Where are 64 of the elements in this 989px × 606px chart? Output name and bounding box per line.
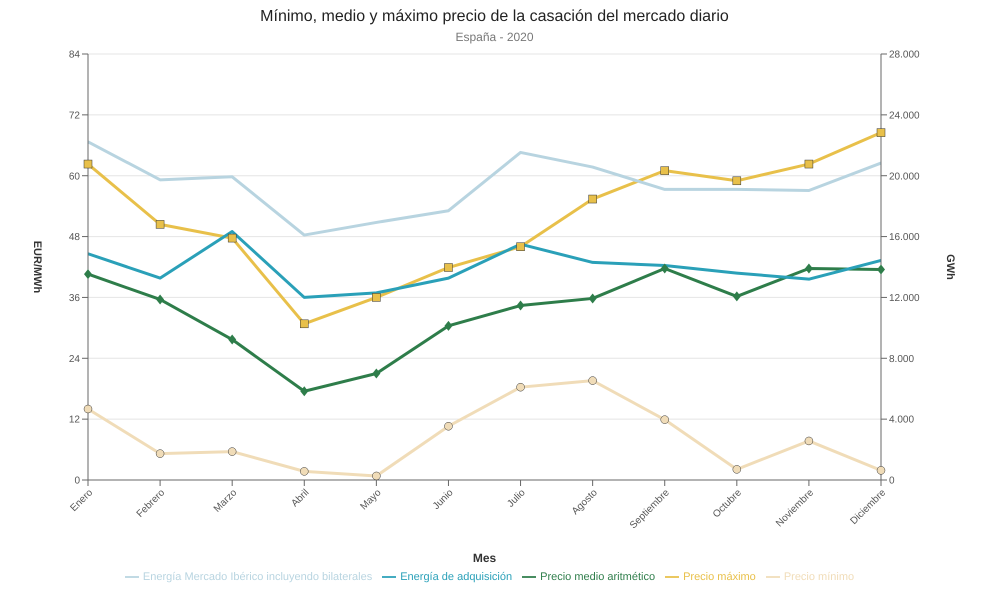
- point: [732, 176, 742, 186]
- point: [660, 415, 669, 424]
- point: [444, 320, 452, 331]
- point: [804, 160, 814, 168]
- legend-label: Precio mínimo: [784, 570, 854, 583]
- point: [877, 264, 885, 275]
- point: [588, 376, 597, 385]
- y2-tick-label: 28.000: [889, 50, 920, 61]
- y2-tick-label: 4.000: [889, 414, 914, 426]
- point: [84, 269, 92, 280]
- point: [732, 291, 741, 302]
- point: [444, 263, 453, 272]
- point: [516, 242, 525, 251]
- point: [300, 467, 309, 476]
- x-axis-title: Mes: [472, 551, 496, 565]
- line-series: [86, 140, 882, 237]
- point: [804, 264, 813, 274]
- point: [732, 465, 742, 474]
- point: [516, 382, 525, 392]
- legend-label: Energía Mercado Ibérico incluyendo bilaterales: [142, 570, 372, 583]
- y-tick-label: 48: [68, 232, 80, 244]
- y-tick-label: 84: [68, 50, 80, 61]
- y2-tick-label: 12.000: [889, 292, 920, 304]
- y2-tick-label: 24.000: [889, 110, 920, 122]
- legend-label: Precio máximo: [683, 570, 756, 583]
- point: [84, 160, 92, 168]
- point: [228, 234, 236, 242]
- point: [300, 386, 308, 396]
- y-tick-label: 60: [68, 171, 80, 182]
- point: [372, 293, 381, 302]
- point: [588, 293, 597, 304]
- y-tick-label: 0: [74, 476, 80, 487]
- point: [444, 422, 453, 430]
- point: [84, 404, 92, 414]
- chart-subtitle: España - 2020: [454, 30, 535, 44]
- y-tick-label: 72: [68, 110, 80, 122]
- point: [804, 436, 814, 446]
- y-axis-title: EUR/MWh: [31, 240, 44, 294]
- y-tick-label: 24: [68, 354, 80, 365]
- point: [876, 128, 886, 137]
- point: [660, 264, 669, 274]
- point: [372, 472, 381, 480]
- point: [228, 447, 236, 456]
- chart-title: Mínimo, medio y máximo precio de la casación del mercado diario: [259, 8, 730, 26]
- point: [660, 166, 669, 175]
- point: [300, 320, 309, 328]
- y2-tick-label: 8.000: [889, 354, 914, 365]
- point: [156, 294, 164, 304]
- y2-tick-label: 20.000: [889, 171, 920, 182]
- y-tick-label: 12: [68, 414, 80, 426]
- point: [156, 220, 164, 229]
- y2-tick-label: 16.000: [889, 232, 920, 244]
- point: [588, 194, 597, 204]
- legend-label: Precio medio aritmético: [540, 570, 656, 583]
- point: [876, 466, 886, 475]
- legend-label: Energía de adquisición: [400, 570, 512, 583]
- y2-axis-title: GWh: [944, 254, 956, 280]
- x-tick-label: Julio: [505, 487, 528, 510]
- point: [228, 334, 236, 345]
- point: [372, 368, 380, 378]
- y-tick-label: 36: [68, 292, 80, 304]
- point: [156, 449, 164, 458]
- y2-tick-label: 0: [889, 476, 895, 487]
- point: [516, 300, 525, 311]
